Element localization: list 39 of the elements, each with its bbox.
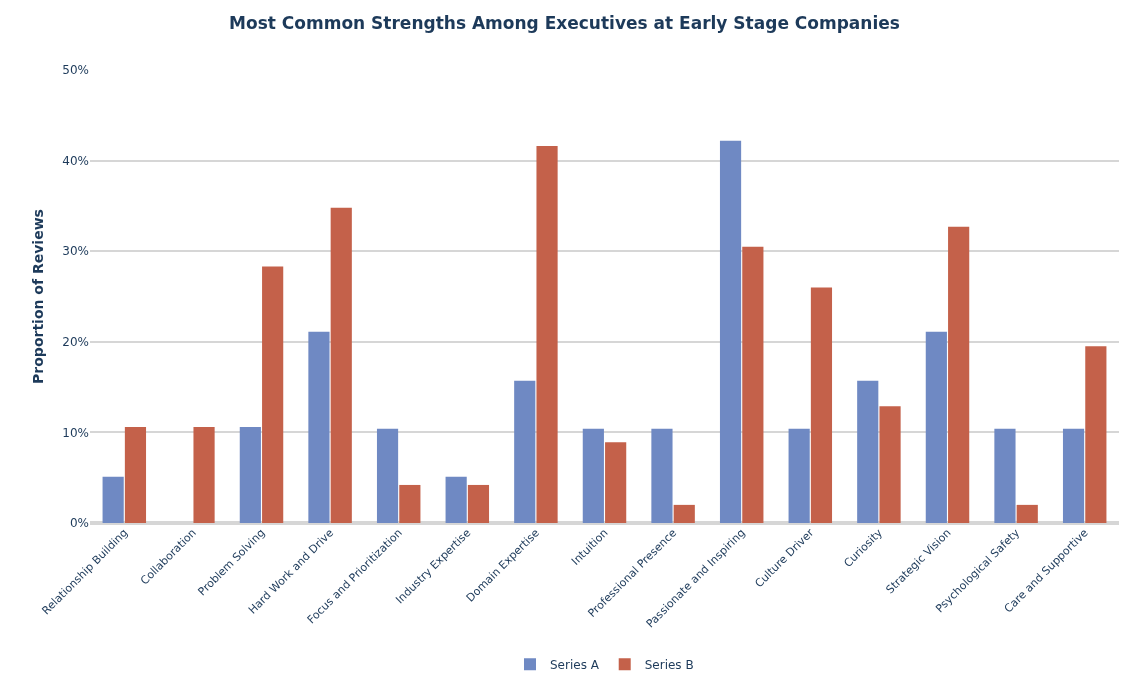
bar [948, 226, 970, 523]
y-tick-label: 40% [62, 153, 89, 168]
bar [879, 406, 901, 523]
bar [399, 484, 421, 523]
bar [925, 331, 947, 523]
y-tick-label: 30% [62, 244, 89, 259]
bar [102, 476, 124, 523]
bar [651, 428, 673, 523]
bar [605, 442, 627, 523]
bar [742, 246, 764, 523]
bar [536, 146, 558, 523]
bar [810, 287, 833, 523]
y-tick-label: 0% [69, 516, 89, 531]
bar [445, 476, 467, 523]
bar [1085, 346, 1107, 523]
y-tick-label: 50% [62, 63, 89, 78]
bar [239, 426, 261, 523]
bar [193, 426, 215, 523]
y-tick-label: 10% [62, 425, 89, 440]
bar [1062, 428, 1085, 523]
y-tick-label: 20% [62, 335, 89, 349]
bar [262, 266, 284, 523]
y-axis-title: Proportion of Reviews [29, 209, 46, 384]
bar [308, 331, 330, 523]
bar [857, 380, 879, 523]
bar [1016, 504, 1038, 523]
bar [124, 426, 147, 523]
bar [330, 207, 352, 523]
chart-title: Most Common Strengths Among Executives at Early Stage Companies [229, 13, 900, 34]
bar [673, 504, 695, 523]
bar [467, 484, 490, 523]
bar [514, 380, 536, 523]
legend-label: Series A [550, 658, 600, 673]
bar [376, 428, 399, 523]
bar [582, 428, 604, 523]
bar [788, 428, 810, 523]
bar [994, 428, 1016, 523]
legend-label: Series B [644, 658, 694, 673]
bar [719, 140, 742, 523]
